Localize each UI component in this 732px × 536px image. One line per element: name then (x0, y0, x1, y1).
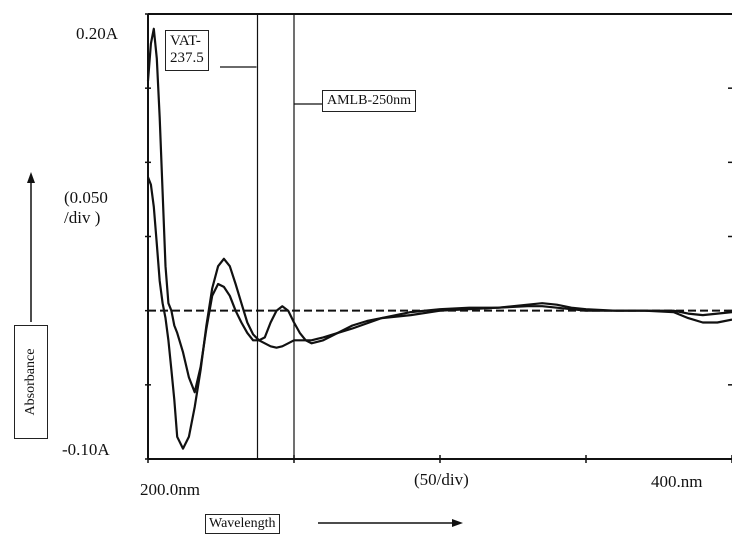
x-left-label: 200.0nm (140, 480, 200, 499)
chart-axes (145, 13, 732, 463)
y-top-label: 0.20A (76, 24, 119, 43)
y-scale-label: (0.050 /div ) (64, 188, 108, 227)
x-arrow-head (452, 519, 463, 527)
y-arrow-head (27, 172, 35, 183)
marker-lines (220, 14, 322, 459)
x-axis-title: Wavelength (205, 514, 280, 535)
spectrum-line-2 (146, 176, 732, 450)
y-axis-title-box: Absorbance (14, 325, 48, 439)
y-axis-title: Absorbance (22, 348, 38, 416)
axis-arrows (27, 172, 463, 527)
vat-annotation: VAT- 237.5 (165, 30, 209, 71)
x-scale-label: (50/div) (414, 470, 469, 489)
spectrum-line-1 (146, 27, 732, 394)
x-right-label: 400.nm (651, 472, 703, 491)
y-bottom-label: -0.10A (62, 440, 110, 459)
amlb-annotation: AMLB-250nm (322, 90, 416, 113)
spectrum-series (146, 27, 732, 450)
